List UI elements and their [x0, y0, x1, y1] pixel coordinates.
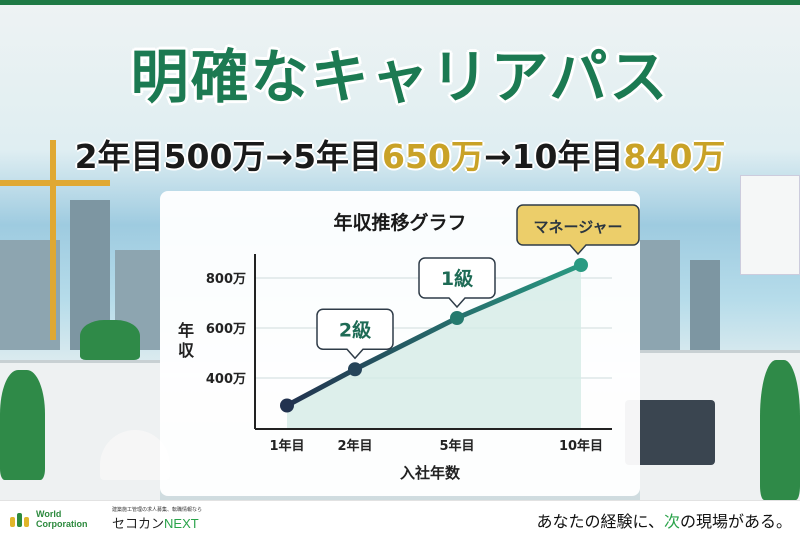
sekokan-next-logo: 建築施工管理の求人募集、転職情報なら セコカンNEXT — [112, 506, 202, 532]
tagline-accent: 次 — [663, 512, 680, 531]
data-point — [280, 398, 294, 413]
company-name-line1: World — [36, 509, 62, 519]
x-tick-label: 10年目 — [559, 438, 603, 454]
annotation-label: 2級 — [339, 318, 371, 341]
x-tick-label: 2年目 — [337, 438, 372, 454]
annotation-label: 1級 — [441, 267, 473, 290]
subtitle-highlight: 840万 — [623, 137, 726, 176]
helmet-icon — [100, 430, 170, 480]
data-point — [574, 258, 588, 272]
world-corporation-logo: World Corporation — [8, 509, 88, 529]
chart-card: 年収推移グラフ 400万 600万 800万年収 1年目 2年目 5年目 10年目入社年数 2級… — [160, 191, 640, 496]
headline-subtitle: 2年目500万→5年目650万→10年目840万 — [0, 130, 800, 178]
tagline-text: あなたの経験に、 — [536, 512, 664, 531]
tagline-text: の現場がある。 — [679, 512, 792, 531]
footer: World Corporation 建築施工管理の求人募集、転職情報なら セコカン… — [0, 500, 800, 533]
x-axis-label: 入社年数 — [400, 464, 461, 482]
company-name-line2: Corporation — [36, 519, 88, 529]
subtitle-highlight: 650万 — [382, 137, 484, 176]
subtitle-part: →10年目 — [483, 137, 624, 176]
headline-title: 明確なキャリアパス — [130, 43, 670, 111]
y-tick-label: 600万 — [206, 322, 246, 337]
top-accent-bar — [0, 0, 800, 5]
x-tick-label: 1年目 — [269, 438, 304, 454]
y-tick-label: 400万 — [206, 372, 246, 387]
y-axis-label: 年 — [178, 321, 194, 340]
subtitle-part: 2年目500万→5年目 — [74, 137, 383, 176]
service-caption: 建築施工管理の求人募集、転職情報なら — [112, 507, 203, 513]
y-tick-label: 800万 — [206, 272, 246, 287]
tagline: あなたの経験に、次の現場がある。 — [536, 508, 792, 532]
area-fill — [287, 265, 581, 429]
laptop-icon — [625, 400, 715, 465]
annotation-bubble — [516, 204, 640, 256]
x-tick-label: 5年目 — [439, 438, 474, 454]
chart-title: 年収推移グラフ — [333, 211, 466, 234]
service-name: セコカン — [112, 516, 165, 531]
annotation-bubble — [418, 257, 496, 309]
data-point — [450, 311, 464, 325]
annotation-label: マネージャー — [534, 218, 623, 236]
series-line — [285, 262, 582, 408]
data-point — [348, 362, 362, 377]
annotation-bubble — [316, 308, 394, 360]
y-axis-label: 収 — [178, 341, 195, 360]
service-name-accent: NEXT — [164, 516, 199, 531]
logo-mark-icon — [8, 511, 32, 527]
